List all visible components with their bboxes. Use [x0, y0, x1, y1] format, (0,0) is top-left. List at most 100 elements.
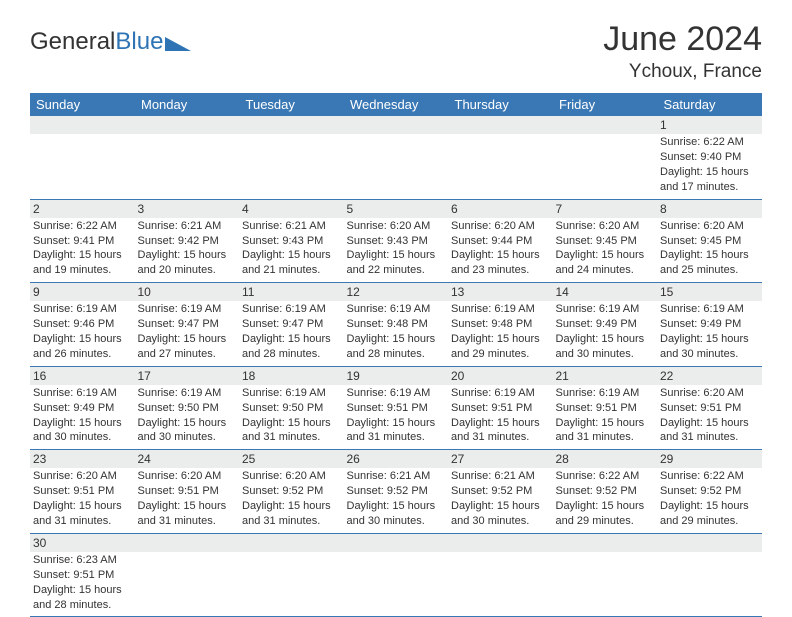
daylight-line2: and 30 minutes. [556, 347, 655, 362]
daylight-line2: and 22 minutes. [347, 263, 446, 278]
sunset-line: Sunset: 9:52 PM [451, 484, 550, 499]
daylight-line: Daylight: 15 hours [556, 499, 655, 514]
day-number [239, 533, 344, 552]
sunrise-line: Sunrise: 6:19 AM [347, 386, 446, 401]
sunrise-line: Sunrise: 6:20 AM [660, 386, 759, 401]
day-number: 25 [239, 450, 344, 469]
day-cell [30, 134, 135, 199]
daylight-line2: and 30 minutes. [451, 514, 550, 529]
day-cell [448, 134, 553, 199]
day-cell [135, 134, 240, 199]
daylight-line2: and 28 minutes. [242, 347, 341, 362]
sunrise-line: Sunrise: 6:21 AM [242, 219, 341, 234]
day-cell: Sunrise: 6:19 AMSunset: 9:51 PMDaylight:… [448, 385, 553, 450]
daylight-line2: and 31 minutes. [242, 514, 341, 529]
day-number [135, 116, 240, 134]
daylight-line: Daylight: 15 hours [347, 416, 446, 431]
sunset-line: Sunset: 9:47 PM [242, 317, 341, 332]
day-cell [344, 552, 449, 617]
day-cell: Sunrise: 6:19 AMSunset: 9:51 PMDaylight:… [553, 385, 658, 450]
day-cell [239, 134, 344, 199]
day-number: 16 [30, 366, 135, 385]
daylight-line2: and 19 minutes. [33, 263, 132, 278]
day-header: Thursday [448, 93, 553, 116]
day-cell: Sunrise: 6:22 AMSunset: 9:52 PMDaylight:… [657, 468, 762, 533]
sunset-line: Sunset: 9:51 PM [660, 401, 759, 416]
data-row: Sunrise: 6:20 AM Sunset: 9:51 PM Daylight:… [30, 468, 762, 533]
sunset-line: Sunset: 9:52 PM [242, 484, 341, 499]
daylight-line2: and 31 minutes. [138, 514, 237, 529]
sunrise-line: Sunrise: 6:20 AM [451, 219, 550, 234]
daylight-line: Daylight: 15 hours [33, 583, 132, 598]
daylight-line: Daylight: 15 hours [451, 332, 550, 347]
day-header: Sunday [30, 93, 135, 116]
daylight-line: Daylight: 15 hours [556, 416, 655, 431]
daylight-line: Daylight: 15 hours [347, 332, 446, 347]
day-number: 21 [553, 366, 658, 385]
day-number: 2 [30, 199, 135, 218]
sunset-line: Sunset: 9:51 PM [347, 401, 446, 416]
day-cell: Sunrise: 6:20 AMSunset: 9:43 PMDaylight:… [344, 218, 449, 283]
brand-part2: Blue [115, 28, 163, 56]
day-number [30, 116, 135, 134]
sunset-line: Sunset: 9:50 PM [242, 401, 341, 416]
sunrise-line: Sunrise: 6:20 AM [660, 219, 759, 234]
sunset-line: Sunset: 9:49 PM [660, 317, 759, 332]
day-number: 7 [553, 199, 658, 218]
day-cell: Sunrise: 6:19 AMSunset: 9:48 PMDaylight:… [344, 301, 449, 366]
sunset-line: Sunset: 9:51 PM [556, 401, 655, 416]
daylight-line: Daylight: 15 hours [138, 416, 237, 431]
day-number: 27 [448, 450, 553, 469]
day-number [448, 533, 553, 552]
day-cell: Sunrise: 6:19 AMSunset: 9:51 PMDaylight:… [344, 385, 449, 450]
sunrise-line: Sunrise: 6:19 AM [138, 302, 237, 317]
sunrise-line: Sunrise: 6:22 AM [33, 219, 132, 234]
day-cell: Sunrise: 6:22 AMSunset: 9:52 PMDaylight:… [553, 468, 658, 533]
sunrise-line: Sunrise: 6:20 AM [242, 469, 341, 484]
daylight-line2: and 31 minutes. [347, 430, 446, 445]
daylight-line: Daylight: 15 hours [33, 332, 132, 347]
day-cell [135, 552, 240, 617]
data-row: Sunrise: 6:22 AMSunset: 9:40 PMDaylight:… [30, 134, 762, 199]
daylight-line: Daylight: 15 hours [242, 248, 341, 263]
daylight-line2: and 25 minutes. [660, 263, 759, 278]
sunset-line: Sunset: 9:40 PM [660, 150, 759, 165]
sunset-line: Sunset: 9:52 PM [660, 484, 759, 499]
sunrise-line: Sunrise: 6:22 AM [660, 135, 759, 150]
day-cell: Sunrise: 6:19 AMSunset: 9:48 PMDaylight:… [448, 301, 553, 366]
sunset-line: Sunset: 9:43 PM [242, 234, 341, 249]
daylight-line: Daylight: 15 hours [660, 248, 759, 263]
sunrise-line: Sunrise: 6:20 AM [347, 219, 446, 234]
calendar-table: Sunday Monday Tuesday Wednesday Thursday… [30, 93, 762, 617]
sunrise-line: Sunrise: 6:19 AM [451, 302, 550, 317]
daylight-line: Daylight: 15 hours [451, 416, 550, 431]
daylight-line2: and 29 minutes. [451, 347, 550, 362]
day-header: Friday [553, 93, 658, 116]
daylight-line2: and 26 minutes. [33, 347, 132, 362]
sunset-line: Sunset: 9:41 PM [33, 234, 132, 249]
day-number: 8 [657, 199, 762, 218]
day-header: Monday [135, 93, 240, 116]
day-number: 9 [30, 283, 135, 302]
sunrise-line: Sunrise: 6:22 AM [556, 469, 655, 484]
day-cell: Sunrise: 6:20 AMSunset: 9:45 PMDaylight:… [553, 218, 658, 283]
day-number: 29 [657, 450, 762, 469]
daylight-line: Daylight: 15 hours [660, 332, 759, 347]
sunset-line: Sunset: 9:51 PM [33, 484, 132, 499]
daylight-line: Daylight: 15 hours [451, 499, 550, 514]
day-number [657, 533, 762, 552]
sunset-line: Sunset: 9:52 PM [556, 484, 655, 499]
day-number: 11 [239, 283, 344, 302]
daylight-line: Daylight: 15 hours [138, 248, 237, 263]
sunrise-line: Sunrise: 6:19 AM [242, 302, 341, 317]
sunset-line: Sunset: 9:51 PM [138, 484, 237, 499]
daylight-line2: and 31 minutes. [556, 430, 655, 445]
month-title: June 2024 [603, 20, 762, 59]
daylight-line2: and 30 minutes. [138, 430, 237, 445]
daylight-line2: and 21 minutes. [242, 263, 341, 278]
day-header: Saturday [657, 93, 762, 116]
sunset-line: Sunset: 9:45 PM [556, 234, 655, 249]
daylight-line: Daylight: 15 hours [242, 499, 341, 514]
sunrise-line: Sunrise: 6:19 AM [556, 302, 655, 317]
daylight-line: Daylight: 15 hours [660, 416, 759, 431]
